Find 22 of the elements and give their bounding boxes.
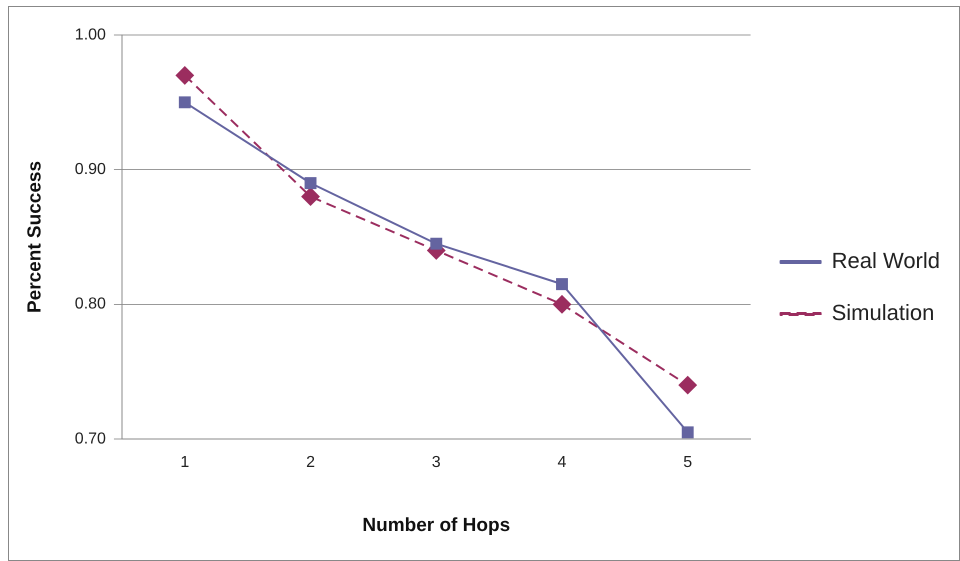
y-tick-label: 0.70 [74, 430, 106, 448]
point [430, 238, 442, 250]
point [552, 295, 571, 314]
point [176, 66, 194, 84]
y-tick-label: 1.00 [74, 26, 106, 44]
x-tick-label: 2 [306, 454, 316, 472]
point [302, 188, 320, 206]
point [682, 426, 694, 438]
x-tick-label: 3 [432, 454, 441, 472]
x-tick-label: 5 [683, 454, 692, 472]
y-tick-label: 0.80 [74, 296, 106, 313]
y-tick-label: 0.90 [74, 161, 106, 178]
point [678, 376, 697, 394]
y-axis-title: Percent Success [24, 160, 46, 314]
legend-label: Real World [832, 248, 940, 274]
point [304, 177, 316, 190]
point [178, 96, 191, 108]
x-tick-label: 4 [558, 454, 567, 472]
legend-label: Simulation [832, 300, 934, 326]
x-axis-title: Number of Hops [362, 514, 510, 536]
point [556, 278, 568, 290]
x-tick-label: 1 [180, 454, 190, 472]
